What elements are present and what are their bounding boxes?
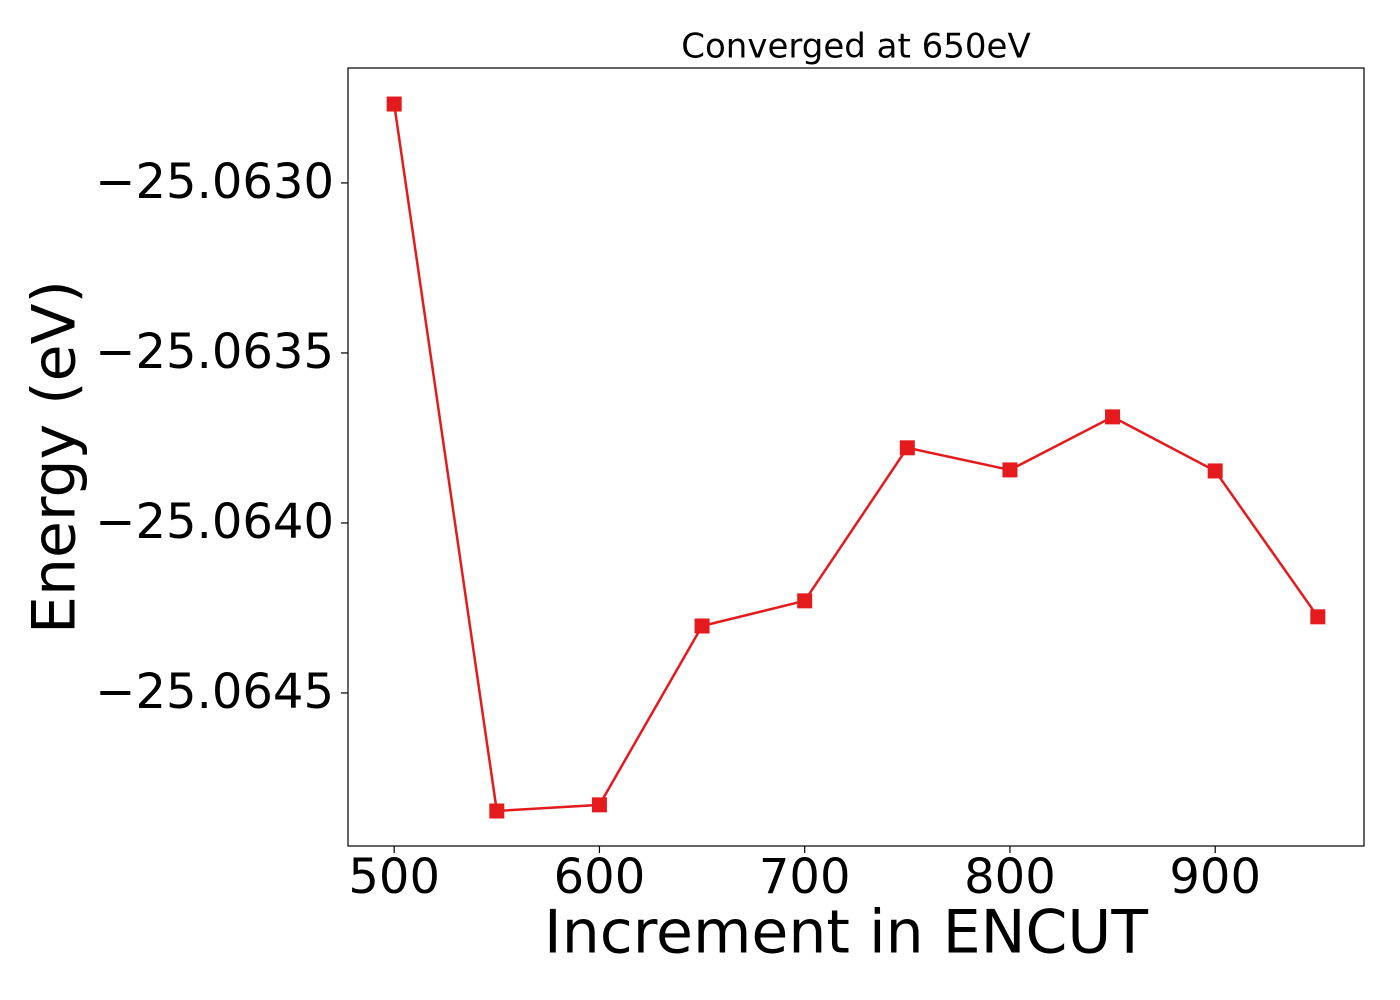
x-tick-label: 600 — [554, 849, 646, 905]
x-tick-label: 700 — [759, 849, 851, 905]
marker — [591, 797, 607, 813]
y-tick-label: −25.0645 — [95, 664, 334, 720]
y-tick-label: −25.0630 — [95, 154, 334, 210]
marker — [1002, 462, 1018, 478]
chart-title: Converged at 650eV — [681, 27, 1030, 67]
marker — [1105, 409, 1121, 425]
x-tick-label: 500 — [348, 849, 440, 905]
x-tick-label: 800 — [964, 849, 1056, 905]
marker — [386, 96, 402, 112]
marker — [1310, 609, 1326, 625]
x-axis-label: Increment in ENCUT — [544, 898, 1148, 968]
marker — [694, 618, 710, 634]
y-tick-label: −25.0635 — [95, 324, 334, 380]
plot-frame — [347, 67, 1365, 847]
line — [392, 103, 1319, 813]
marker — [1207, 463, 1223, 479]
y-tick-label: −25.0640 — [95, 494, 334, 550]
marker — [797, 593, 813, 609]
y-axis-label: Energy (eV) — [20, 280, 90, 634]
marker — [899, 440, 915, 456]
marker — [489, 803, 505, 819]
x-tick-label: 900 — [1169, 849, 1261, 905]
